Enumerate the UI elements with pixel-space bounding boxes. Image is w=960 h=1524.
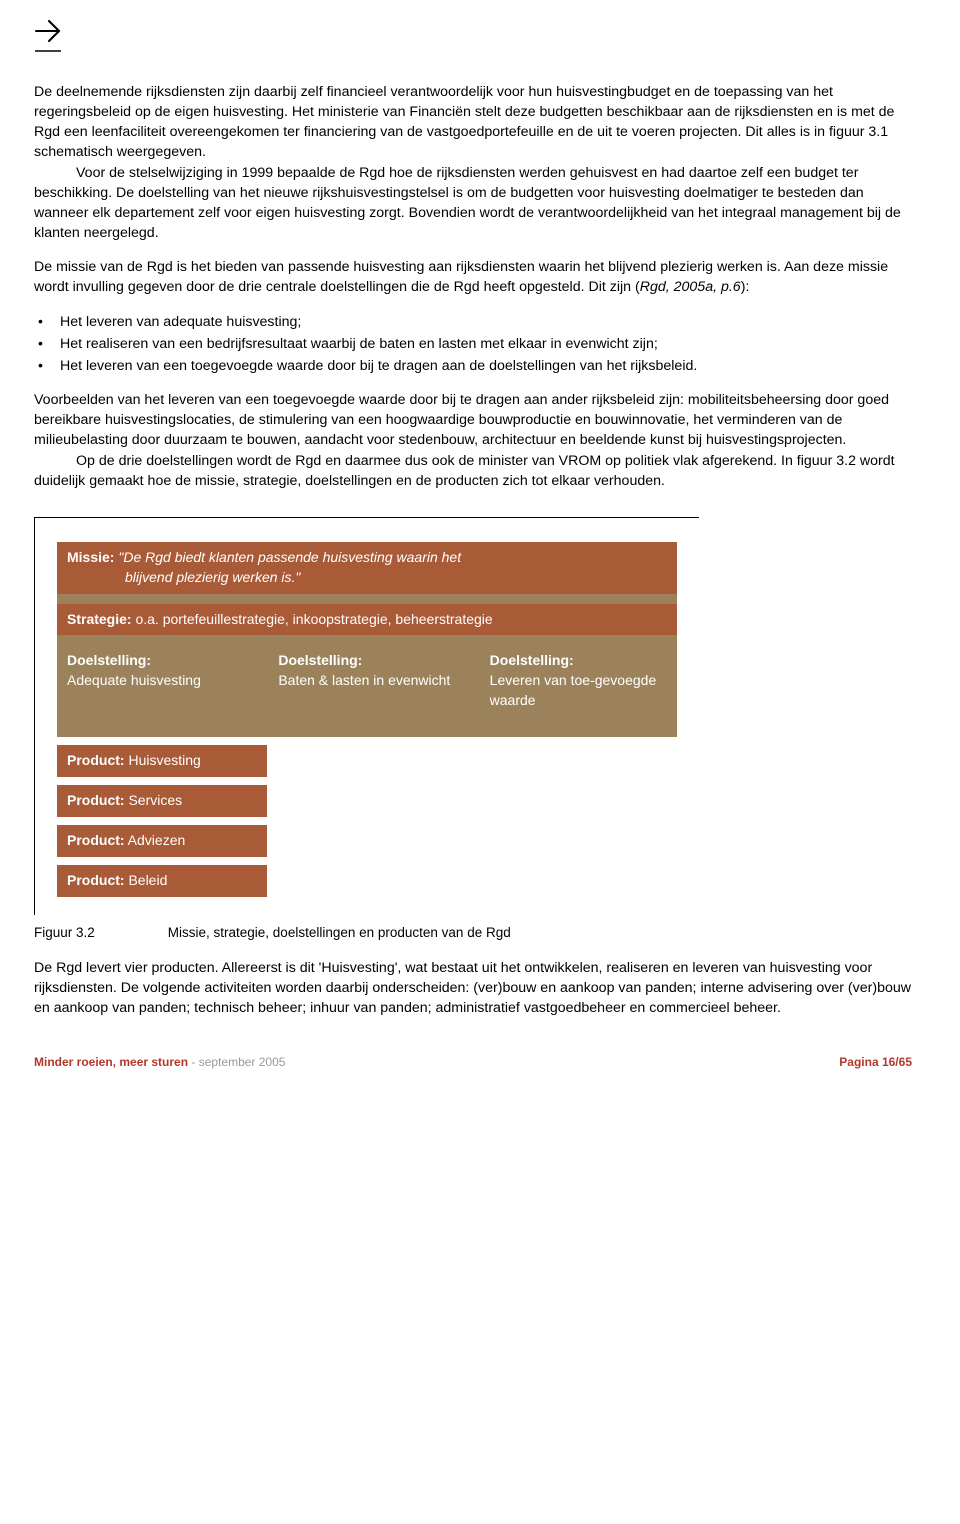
caption-text: Missie, strategie, doelstellingen en pro… bbox=[168, 925, 511, 940]
product-text: Services bbox=[125, 792, 183, 808]
footer-sep: - bbox=[188, 1055, 199, 1069]
goal-label: Doelstelling: bbox=[278, 651, 455, 671]
body-paragraph: Voorbeelden van het leveren van een toeg… bbox=[34, 390, 912, 450]
list-item: Het leveren van adequate huisvesting; bbox=[34, 312, 912, 332]
product-text: Adviezen bbox=[125, 832, 186, 848]
missie-text: blijvend plezierig werken is." bbox=[67, 568, 667, 588]
product-box: Product: Services bbox=[57, 785, 267, 817]
goal-box: Doelstelling: Baten & lasten in evenwich… bbox=[268, 645, 465, 727]
footer-page: Pagina 16/65 bbox=[839, 1054, 912, 1071]
text: De Rgd levert vier producten. Allereerst… bbox=[34, 960, 911, 1016]
list-item: Het leveren van een toegevoegde waarde d… bbox=[34, 356, 912, 376]
caption-label: Figuur 3.2 bbox=[34, 923, 164, 942]
footer-left: Minder roeien, meer sturen - september 2… bbox=[34, 1054, 285, 1071]
goal-box: Doelstelling: Adequate huisvesting bbox=[57, 645, 254, 727]
goal-label: Doelstelling: bbox=[490, 651, 667, 671]
text: Voor de stelselwijziging in 1999 bepaald… bbox=[34, 165, 901, 241]
page-footer: Minder roeien, meer sturen - september 2… bbox=[34, 1054, 912, 1071]
strategie-text: o.a. portefeuillestrategie, inkoopstrate… bbox=[132, 611, 493, 627]
body-paragraph: De Rgd levert vier producten. Allereerst… bbox=[34, 958, 912, 1018]
footer-date: september 2005 bbox=[199, 1055, 286, 1069]
goal-box: Doelstelling: Leveren van toe-gevoegde w… bbox=[480, 645, 677, 727]
missie-label: Missie: bbox=[67, 549, 114, 565]
product-box: Product: Adviezen bbox=[57, 825, 267, 857]
product-label: Product: bbox=[67, 792, 125, 808]
body-paragraph: De missie van de Rgd is het bieden van p… bbox=[34, 257, 912, 297]
body-paragraph: De deelnemende rijksdiensten zijn daarbi… bbox=[34, 82, 912, 163]
product-label: Product: bbox=[67, 752, 125, 768]
strategie-box: Strategie: o.a. portefeuillestrategie, i… bbox=[57, 604, 677, 636]
text: Voorbeelden van het leveren van een toeg… bbox=[34, 392, 889, 448]
goal-text: Baten & lasten in evenwicht bbox=[278, 672, 450, 688]
diagram-figure: Missie: "De Rgd biedt klanten passende h… bbox=[34, 517, 699, 915]
body-paragraph: Op de drie doelstellingen wordt de Rgd e… bbox=[34, 451, 912, 491]
goals-row: Doelstelling: Adequate huisvesting Doels… bbox=[57, 645, 677, 727]
text: ): bbox=[741, 279, 750, 295]
goal-text: Leveren van toe-gevoegde waarde bbox=[490, 672, 657, 708]
list-item: Het realiseren van een bedrijfsresultaat… bbox=[34, 334, 912, 354]
product-box: Product: Beleid bbox=[57, 865, 267, 897]
citation: Rgd, 2005a, p.6 bbox=[640, 279, 741, 295]
strategie-label: Strategie: bbox=[67, 611, 132, 627]
goal-text: Adequate huisvesting bbox=[67, 672, 201, 688]
product-label: Product: bbox=[67, 832, 125, 848]
product-box: Product: Huisvesting bbox=[57, 745, 267, 777]
footer-title: Minder roeien, meer sturen bbox=[34, 1055, 188, 1069]
body-paragraph: Voor de stelselwijziging in 1999 bepaald… bbox=[34, 163, 912, 244]
text: De missie van de Rgd is het bieden van p… bbox=[34, 259, 888, 295]
text: Op de drie doelstellingen wordt de Rgd e… bbox=[34, 453, 895, 489]
text: De deelnemende rijksdiensten zijn daarbi… bbox=[34, 84, 894, 160]
product-label: Product: bbox=[67, 872, 125, 888]
figure-caption: Figuur 3.2 Missie, strategie, doelstelli… bbox=[34, 923, 912, 942]
goal-label: Doelstelling: bbox=[67, 651, 244, 671]
product-text: Huisvesting bbox=[125, 752, 201, 768]
bullet-list: Het leveren van adequate huisvesting; He… bbox=[34, 312, 912, 376]
missie-text: "De Rgd biedt klanten passende huisvesti… bbox=[118, 549, 461, 565]
product-text: Beleid bbox=[125, 872, 168, 888]
arrow-right-icon bbox=[34, 18, 912, 54]
missie-box: Missie: "De Rgd biedt klanten passende h… bbox=[57, 542, 677, 594]
